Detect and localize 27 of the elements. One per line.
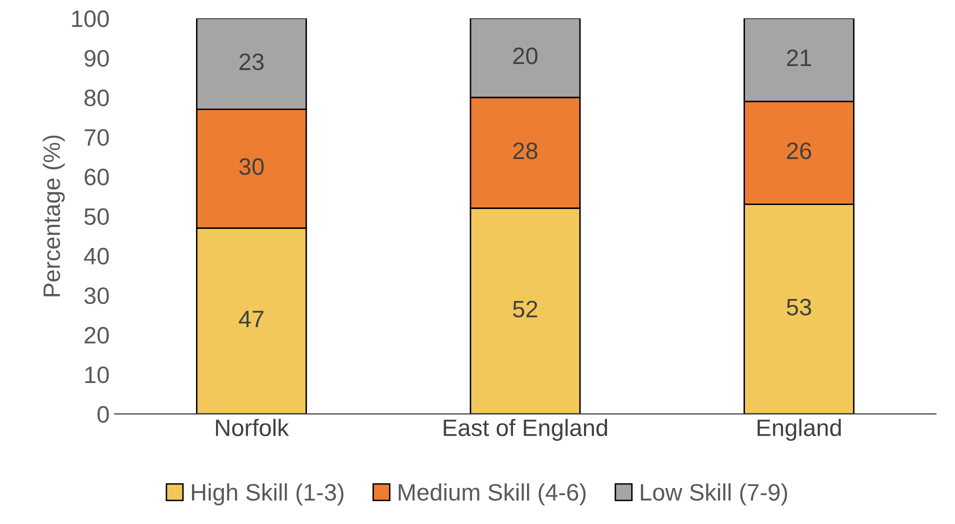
data-label: 20: [513, 48, 538, 64]
y-tick-label: 50: [84, 208, 109, 225]
y-tick-label: 100: [72, 10, 109, 28]
data-label: 23: [240, 53, 264, 70]
y-tick-label: 80: [84, 90, 109, 106]
data-label: 28: [513, 142, 538, 160]
data-label: 52: [513, 300, 538, 318]
y-tick-label: 20: [84, 326, 109, 344]
y-tick-label: 60: [84, 168, 109, 186]
data-label: 26: [787, 142, 812, 160]
y-tick-label: 10: [85, 366, 109, 384]
y-tick-label: 30: [84, 287, 109, 304]
y-axis-title: Percentage (%): [42, 136, 65, 296]
legend-label: Low Skill (7-9): [640, 483, 788, 506]
y-tick-label: 70: [84, 129, 109, 146]
x-tick-label: Norfolk: [216, 418, 289, 436]
legend-label: High Skill (1-3): [192, 483, 344, 506]
y-tick-label: 0: [98, 406, 109, 423]
legend-label: Medium Skill (4-6): [398, 483, 586, 506]
data-label: 30: [239, 158, 264, 176]
data-label: 47: [238, 310, 264, 328]
x-tick-label: England: [758, 418, 841, 441]
data-label: 21: [787, 50, 811, 66]
x-tick-label: East of England: [444, 418, 608, 441]
y-tick-label: 40: [84, 248, 109, 264]
y-tick-label: 90: [84, 50, 109, 67]
data-label: 53: [786, 298, 812, 316]
